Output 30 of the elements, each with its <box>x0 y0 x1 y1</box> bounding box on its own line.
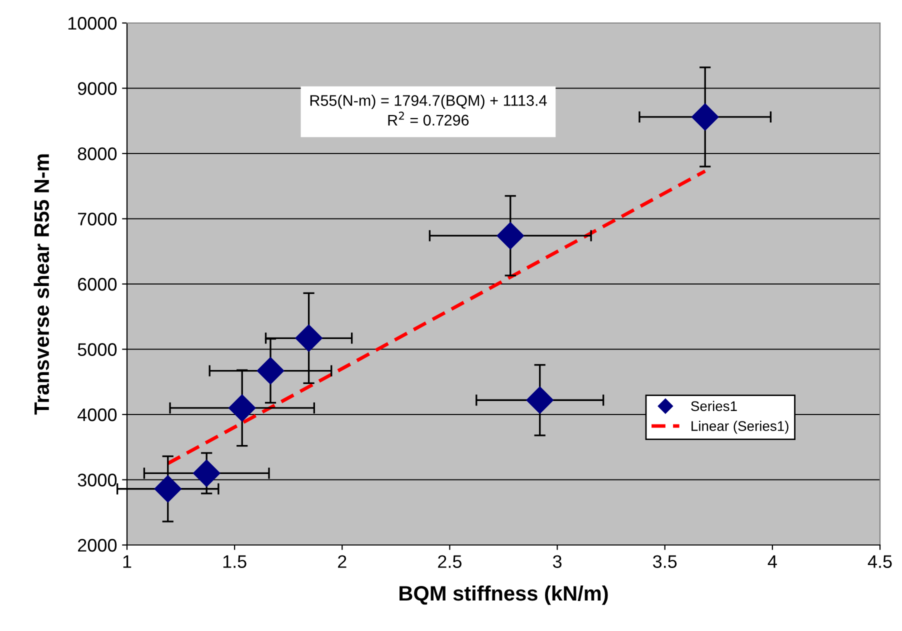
x-tick-label: 3.5 <box>652 555 677 568</box>
y-axis-title: Transverse shear R55 N-m <box>34 154 50 415</box>
y-tick-label: 5000 <box>78 343 117 356</box>
y-tick-label: 10000 <box>68 16 117 30</box>
y-tick-label: 3000 <box>78 474 117 486</box>
x-tick-label: 1 <box>123 555 132 568</box>
y-tick-label: 8000 <box>78 147 117 160</box>
x-tick-label: 3 <box>552 555 562 568</box>
point <box>526 386 554 414</box>
x-tick-label: 4.5 <box>868 555 892 568</box>
annotation: R55(N-m) = 1794.7(BQM) + 1113.4 R$^{2}$ = 0.7296 <box>310 94 547 126</box>
y-tick-label: 2000 <box>78 538 117 552</box>
legend-label: Series1 <box>691 400 737 412</box>
y-tick-label: 7000 <box>78 212 117 226</box>
point <box>294 324 323 352</box>
x-tick-label: 1.5 <box>223 555 246 568</box>
x-tick-label: 4 <box>768 555 777 568</box>
y-tick-label: 9000 <box>78 82 117 95</box>
point <box>228 394 256 422</box>
x-axis-title: BQM stiffness (kN/m) <box>400 585 608 605</box>
point <box>496 222 524 250</box>
y-tick-label: 6000 <box>78 278 117 291</box>
point <box>691 103 719 131</box>
point <box>256 356 284 385</box>
x-tick-label: 2 <box>338 555 346 568</box>
legend-label: Linear (Series1) <box>692 420 788 434</box>
x-tick-label: 2.5 <box>438 555 462 568</box>
point <box>154 474 182 503</box>
point <box>192 459 220 488</box>
y-tick-label: 4000 <box>78 408 117 422</box>
